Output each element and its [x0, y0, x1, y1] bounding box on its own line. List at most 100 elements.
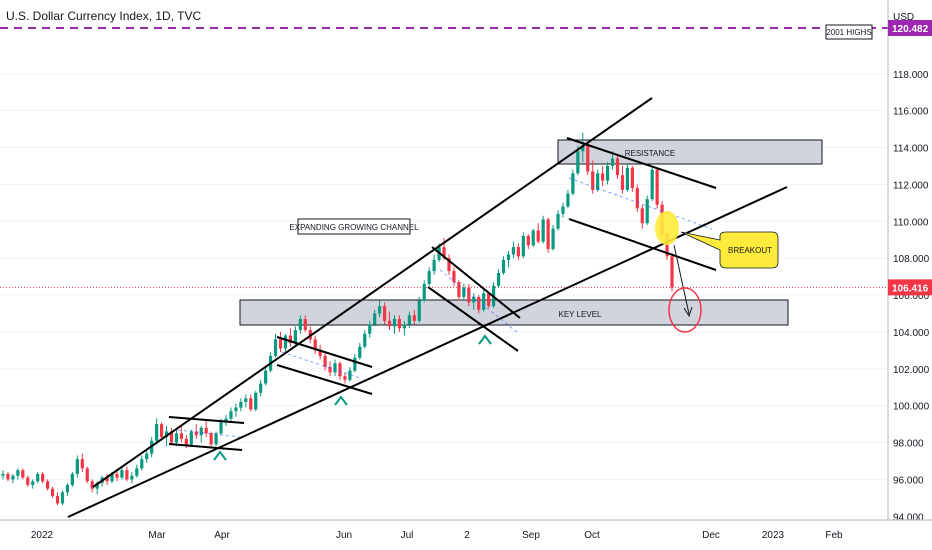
y-tick-label: 106.000	[893, 291, 930, 302]
candle	[571, 169, 575, 196]
candle	[55, 492, 60, 506]
time-axis-labels: 2022 Mar Apr Jun Jul 2 Sep Oct Dec 2023 Feb	[31, 530, 843, 541]
candle-body	[254, 392, 258, 410]
candle-body	[46, 481, 50, 489]
candle-body	[229, 411, 233, 419]
candle	[363, 330, 367, 349]
candle	[422, 280, 426, 303]
dashed-guide-line	[281, 351, 361, 379]
candle-body	[496, 272, 501, 286]
candle-body	[501, 260, 506, 273]
candle-body	[521, 236, 525, 257]
candle-body	[278, 339, 283, 349]
candle	[358, 342, 362, 360]
candle	[130, 472, 134, 484]
candle-body	[516, 247, 520, 257]
candle-body	[105, 477, 109, 482]
candle	[80, 453, 84, 473]
candle	[496, 269, 501, 288]
candle	[125, 466, 129, 482]
channel-lower-line	[67, 186, 788, 518]
candle	[244, 394, 248, 408]
candle-body	[164, 431, 169, 438]
candle	[511, 241, 516, 259]
candle-body	[640, 208, 644, 224]
candle-body	[224, 418, 228, 423]
candle-body	[293, 330, 297, 343]
candle-body	[531, 230, 535, 246]
candle	[472, 293, 476, 310]
candle-body	[125, 470, 129, 480]
candle-body	[41, 473, 45, 482]
candle-body	[482, 293, 486, 310]
candle	[60, 490, 65, 506]
candle-body	[358, 346, 362, 358]
flag4-upper-line	[566, 137, 717, 189]
flag1-upper-line	[168, 416, 245, 424]
x-tick-label: Oct	[584, 530, 600, 541]
flag2-upper-line	[276, 336, 373, 368]
candle-body	[283, 335, 288, 349]
candle	[655, 167, 659, 209]
candle-body	[11, 475, 15, 480]
candle	[561, 202, 565, 218]
y-tick-label: 94.000	[893, 512, 924, 523]
candle	[105, 473, 109, 485]
candle-body	[457, 282, 461, 297]
candle	[209, 431, 213, 447]
candle	[259, 379, 263, 397]
candle	[531, 228, 535, 248]
candle-body	[55, 496, 60, 504]
candle	[387, 311, 392, 331]
candle-body	[407, 315, 411, 325]
candle	[293, 326, 297, 345]
breakout-callout	[680, 231, 779, 269]
candle	[452, 267, 456, 286]
candle-body	[551, 228, 555, 249]
flag3-lower-line	[427, 286, 519, 352]
candle-body	[596, 173, 600, 190]
candle	[407, 311, 411, 329]
candle	[670, 252, 674, 292]
candle	[169, 427, 174, 445]
candle-body	[412, 315, 416, 321]
candle-body	[382, 306, 387, 321]
candle	[298, 315, 302, 334]
candle-body	[363, 333, 367, 347]
candle-body	[630, 167, 634, 189]
caret-marker	[334, 395, 348, 406]
candle	[194, 424, 198, 439]
grid	[0, 73, 888, 517]
candle-body	[36, 473, 40, 482]
candle	[605, 162, 610, 185]
candle-body	[60, 492, 65, 504]
candle	[427, 267, 431, 286]
candle	[477, 295, 481, 314]
candle-body	[6, 473, 10, 480]
x-tick-label: 2022	[31, 530, 54, 541]
candle-body	[298, 319, 302, 331]
candle-body	[601, 173, 605, 181]
dashed-guides	[177, 177, 713, 438]
candle-body	[169, 431, 174, 443]
candle-body	[85, 468, 89, 482]
candle	[31, 479, 35, 489]
candle-body	[506, 254, 511, 260]
candle-body	[571, 173, 575, 194]
candle-body	[264, 370, 268, 384]
candle-body	[467, 287, 471, 303]
candle	[249, 394, 253, 412]
candle-body	[452, 271, 456, 283]
candle-body	[392, 319, 397, 327]
candle-body	[546, 219, 550, 249]
candle	[392, 315, 397, 334]
candle-body	[402, 324, 406, 329]
candle	[115, 470, 119, 482]
candle-body	[194, 431, 198, 436]
caret-marker	[478, 334, 492, 345]
candle-body	[140, 459, 144, 469]
candle	[412, 309, 416, 325]
candle-body	[259, 383, 263, 393]
projection-arrow	[673, 244, 690, 315]
candle	[338, 361, 342, 380]
